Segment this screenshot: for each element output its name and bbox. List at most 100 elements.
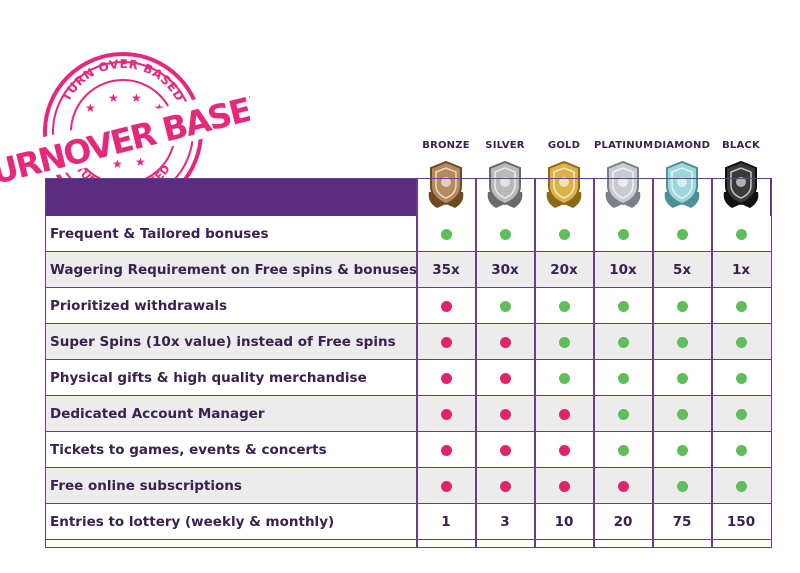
value-cell: 20 [613, 514, 633, 530]
svg-text:★: ★ [108, 91, 119, 105]
value-cell: 30x [491, 262, 519, 278]
value-cell: 10x [609, 262, 637, 278]
included-dot-icon [440, 228, 452, 240]
column-divider [534, 178, 536, 548]
value-cell: 5x [672, 262, 692, 278]
included-dot-icon [617, 372, 629, 384]
included-dot-icon [676, 372, 688, 384]
feature-label: Frequent & Tailored bonuses [50, 226, 269, 242]
column-divider [475, 178, 477, 548]
status-cell [535, 396, 593, 432]
included-dot-icon [558, 336, 570, 348]
status-cell [712, 360, 770, 396]
excluded-dot-icon [558, 480, 570, 492]
svg-text:★: ★ [154, 101, 165, 115]
column-divider [416, 178, 418, 548]
turnover-based-stamp: TURN OVER BASED TURNOVER BASED ★ ★ ★ ★ ★… [0, 52, 250, 210]
included-dot-icon [617, 228, 629, 240]
included-dot-icon [735, 372, 747, 384]
status-cell [535, 288, 593, 324]
tier-badge-black [712, 160, 770, 216]
status-cell [594, 216, 652, 252]
included-dot-icon [735, 408, 747, 420]
tier-badge-platinum [594, 160, 652, 216]
status-cell [417, 360, 475, 396]
status-cell [712, 288, 770, 324]
status-cell [476, 360, 534, 396]
tier-badge-bronze [417, 160, 475, 216]
included-dot-icon [558, 228, 570, 240]
included-dot-icon [735, 480, 747, 492]
included-dot-icon [676, 336, 688, 348]
included-dot-icon [735, 300, 747, 312]
shield-icon [664, 160, 700, 208]
status-cell [476, 216, 534, 252]
status-cell [417, 468, 475, 504]
included-dot-icon [558, 372, 570, 384]
feature-label: Super Spins (10x value) instead of Free … [50, 334, 396, 350]
value-cell: 75 [672, 514, 692, 530]
status-cell [594, 288, 652, 324]
status-cell [712, 396, 770, 432]
column-divider [652, 178, 654, 548]
included-dot-icon [499, 228, 511, 240]
column-divider [711, 178, 713, 548]
table-row: Frequent & Tailored bonuses [45, 216, 772, 252]
shield-icon [546, 160, 582, 208]
excluded-dot-icon [499, 480, 511, 492]
feature-label: Entries to lottery (weekly & monthly) [50, 514, 335, 530]
included-dot-icon [617, 408, 629, 420]
excluded-dot-icon [440, 444, 452, 456]
status-cell [594, 324, 652, 360]
status-cell [535, 216, 593, 252]
excluded-dot-icon [440, 300, 452, 312]
status-cell [594, 468, 652, 504]
included-dot-icon [558, 300, 570, 312]
tier-badge-silver [476, 160, 534, 216]
shield-icon [487, 160, 523, 208]
tier-name-diamond: DIAMOND [653, 140, 711, 151]
column-divider [593, 178, 595, 548]
table-row: Super Spins (10x value) instead of Free … [45, 324, 772, 360]
value-cell: 3 [500, 514, 510, 530]
shield-icon [605, 160, 641, 208]
status-cell [476, 288, 534, 324]
value-cell: 1 [441, 514, 451, 530]
included-dot-icon [676, 444, 688, 456]
status-cell [535, 360, 593, 396]
status-cell [417, 396, 475, 432]
shield-icon [428, 160, 464, 208]
status-cell [653, 396, 711, 432]
status-cell [653, 288, 711, 324]
status-cell [712, 324, 770, 360]
table-row: Free online subscriptions [45, 468, 772, 504]
status-cell [653, 432, 711, 468]
included-dot-icon [735, 228, 747, 240]
value-cell: 20x [550, 262, 578, 278]
status-cell [653, 324, 711, 360]
status-cell [535, 324, 593, 360]
tier-name-bronze: BRONZE [422, 140, 470, 151]
included-dot-icon [676, 228, 688, 240]
svg-text:★: ★ [135, 155, 146, 169]
feature-label: Prioritized withdrawals [50, 298, 228, 314]
status-cell [653, 216, 711, 252]
status-cell [476, 324, 534, 360]
included-dot-icon [735, 336, 747, 348]
included-dot-icon [499, 300, 511, 312]
included-dot-icon [617, 444, 629, 456]
table-row: Physical gifts & high quality merchandis… [45, 360, 772, 396]
excluded-dot-icon [558, 408, 570, 420]
excluded-dot-icon [440, 372, 452, 384]
tier-name-black: BLACK [722, 140, 760, 151]
status-cell [476, 396, 534, 432]
included-dot-icon [676, 408, 688, 420]
table-row: Dedicated Account Manager [45, 396, 772, 432]
status-cell [594, 396, 652, 432]
vip-comparison-table: Frequent & Tailored bonuses Wagering Requ… [45, 160, 772, 548]
status-cell [712, 468, 770, 504]
status-cell [535, 432, 593, 468]
status-cell [476, 432, 534, 468]
table-row: Tickets to games, events & concerts [45, 432, 772, 468]
excluded-dot-icon [558, 444, 570, 456]
